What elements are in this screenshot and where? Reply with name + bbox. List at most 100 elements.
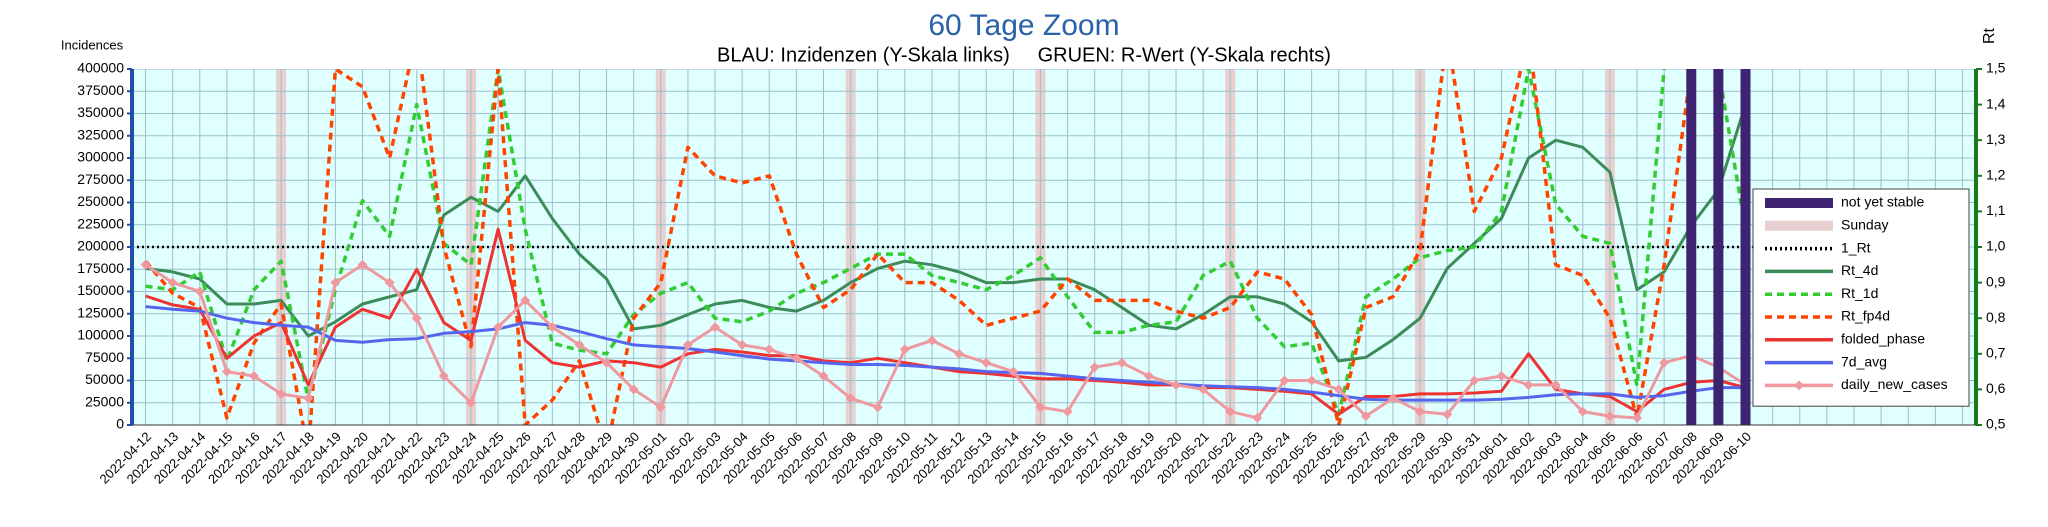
point-marker	[465, 397, 476, 408]
point-marker	[140, 259, 151, 270]
point-marker	[954, 348, 965, 359]
y-tick-label: 250000	[77, 193, 124, 209]
y2-tick-label: 0,9	[1986, 273, 2006, 289]
point-marker	[574, 339, 585, 350]
point-marker	[1252, 412, 1263, 423]
highlight-band	[1740, 69, 1751, 425]
point-marker	[303, 393, 314, 404]
point-marker	[411, 313, 422, 324]
y2-tick-label: 1,2	[1986, 167, 2006, 183]
highlight-band	[1713, 69, 1724, 425]
legend-label: Rt_fp4d	[1841, 308, 1890, 324]
y-tick-label: 375000	[77, 82, 124, 98]
point-marker	[1333, 384, 1344, 395]
point-marker	[1469, 375, 1480, 386]
y-tick-label: 150000	[77, 282, 124, 298]
point-marker	[737, 339, 748, 350]
chart-title: 60 Tage Zoom	[928, 9, 1119, 42]
point-marker	[1306, 375, 1317, 386]
y-axis-label: Incidences	[61, 37, 124, 52]
point-marker	[1225, 406, 1236, 417]
point-marker	[1550, 379, 1561, 390]
point-marker	[1659, 357, 1670, 368]
y2-tick-label: 1,4	[1986, 95, 2006, 111]
point-marker	[710, 322, 721, 333]
point-marker	[1035, 402, 1046, 413]
point-marker	[276, 388, 287, 399]
y2-tick-label: 1,3	[1986, 131, 2006, 147]
point-marker	[1089, 362, 1100, 373]
point-marker	[655, 402, 666, 413]
point-marker	[167, 277, 178, 288]
point-marker	[1143, 371, 1154, 382]
point-marker	[1632, 412, 1643, 423]
point-marker	[845, 393, 856, 404]
y-tick-label: 200000	[77, 238, 124, 254]
point-marker	[194, 286, 205, 297]
y2-tick-label: 1,5	[1986, 60, 2006, 76]
point-marker	[1008, 366, 1019, 377]
point-marker	[384, 277, 395, 288]
point-marker	[1415, 406, 1426, 417]
y-tick-label: 175000	[77, 260, 124, 276]
point-marker	[1062, 406, 1073, 417]
series-line	[145, 69, 1748, 417]
point-marker	[682, 339, 693, 350]
y2-tick-label: 0,5	[1986, 416, 2006, 432]
y2-tick-label: 1,0	[1986, 238, 2006, 254]
point-marker	[601, 357, 612, 368]
highlight-band	[1686, 69, 1697, 425]
point-marker	[1171, 379, 1182, 390]
legend-marker	[1794, 380, 1804, 391]
point-marker	[791, 353, 802, 364]
point-marker	[1496, 371, 1507, 382]
legend-label: 1_Rt	[1841, 239, 1871, 255]
point-marker	[1198, 384, 1209, 395]
series-line	[144, 263, 1747, 420]
legend-label: 7d_avg	[1841, 353, 1887, 369]
point-marker	[357, 259, 368, 270]
y2-tick-label: 0,6	[1986, 380, 2006, 396]
y2-tick-label: 0,7	[1986, 345, 2006, 361]
legend-label: daily_new_cases	[1841, 376, 1948, 392]
point-marker	[1387, 393, 1398, 404]
point-marker	[764, 344, 775, 355]
y-tick-label: 0	[116, 416, 124, 432]
y-tick-label: 350000	[77, 104, 124, 120]
point-marker	[1116, 357, 1127, 368]
point-marker	[981, 357, 992, 368]
point-marker	[818, 371, 829, 382]
series-line	[145, 305, 1746, 402]
point-marker	[520, 295, 531, 306]
y-tick-label: 400000	[77, 60, 124, 76]
point-marker	[872, 402, 883, 413]
point-marker	[249, 371, 260, 382]
chart-subtitle: BLAU: Inzidenzen (Y-Skala links) GRUEN: …	[717, 44, 1331, 66]
legend-label: Rt_4d	[1841, 262, 1878, 278]
legend-label: not yet stable	[1841, 194, 1924, 210]
y-tick-label: 275000	[77, 171, 124, 187]
legend-label: folded_phase	[1841, 331, 1925, 347]
y-tick-label: 225000	[77, 215, 124, 231]
y-tick-label: 100000	[77, 327, 124, 343]
point-marker	[438, 371, 449, 382]
point-marker	[1442, 409, 1453, 420]
y2-axis-label: Rt	[1981, 27, 1998, 44]
point-marker	[547, 322, 558, 333]
point-marker	[1523, 379, 1534, 390]
point-marker	[926, 335, 937, 346]
y-tick-label: 325000	[77, 126, 124, 142]
plot-area	[132, 69, 1976, 425]
point-marker	[330, 277, 341, 288]
point-marker	[1577, 406, 1588, 417]
series-line	[144, 69, 1694, 425]
point-marker	[628, 384, 639, 395]
y-tick-label: 25000	[85, 393, 124, 409]
point-marker	[899, 344, 910, 355]
y-tick-label: 50000	[85, 371, 124, 387]
legend-label: Rt_1d	[1841, 285, 1878, 301]
legend-label: Sunday	[1841, 217, 1888, 233]
point-marker	[493, 322, 504, 333]
y-tick-label: 125000	[77, 304, 124, 320]
